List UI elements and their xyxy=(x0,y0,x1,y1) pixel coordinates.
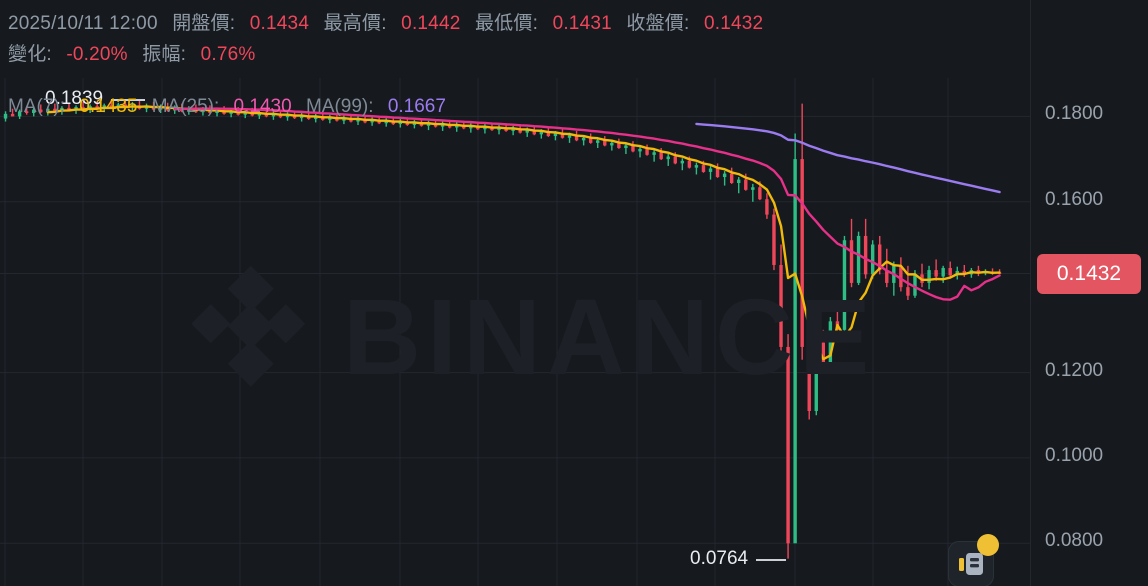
open-label: 開盤價: xyxy=(172,13,236,34)
grid-lines xyxy=(0,78,1030,586)
axis-tick-0: 0.1800 xyxy=(1045,103,1104,124)
period-high-label: 0.1839 xyxy=(45,88,104,109)
ma99-label: MA(99): xyxy=(305,96,374,117)
candlestick-plot[interactable] xyxy=(0,78,1030,586)
ma25-value: 0.1430 xyxy=(233,96,292,117)
candle-series xyxy=(3,99,1002,559)
high-value: 0.1442 xyxy=(401,13,461,34)
ohlc-timestamp: 2025/10/11 12:00 xyxy=(8,13,158,34)
high-label: 最高價: xyxy=(323,13,387,34)
ma-99-line xyxy=(695,122,1001,194)
order-book-icon xyxy=(959,553,983,575)
ma99-value: 0.1667 xyxy=(387,96,446,117)
axis-tick-3: 0.1000 xyxy=(1045,445,1104,466)
axis-tick-1: 0.1600 xyxy=(1045,189,1104,210)
price-axis[interactable]: 0.1800 0.1600 0.1432 0.1200 0.1000 0.080… xyxy=(1030,0,1148,586)
ohlc-row-secondary: 變化: -0.20% 振幅: 0.76% xyxy=(8,39,1018,70)
ma25-label: MA(25): xyxy=(151,96,220,117)
axis-tick-4: 0.0800 xyxy=(1045,530,1104,551)
amplitude-label: 振幅: xyxy=(142,44,187,65)
close-label: 收盤價: xyxy=(626,13,690,34)
change-label: 變化: xyxy=(8,44,52,65)
amplitude-value: 0.76% xyxy=(200,44,256,65)
period-high-dash xyxy=(111,99,145,101)
period-low-dash xyxy=(756,559,786,561)
ohlc-row-primary: 2025/10/11 12:00 開盤價: 0.1434 最高價: 0.1442… xyxy=(8,8,1018,39)
current-price-badge[interactable]: 0.1432 xyxy=(1037,254,1141,294)
axis-tick-2: 0.1200 xyxy=(1045,360,1104,381)
ma7-value: 0.1435 xyxy=(79,96,138,117)
low-value: 0.1431 xyxy=(552,13,612,34)
ma-25-line xyxy=(173,107,1001,301)
low-label: 最低價: xyxy=(474,13,539,34)
ma-7-line xyxy=(46,105,1001,361)
ma7-label: MA(7): xyxy=(8,96,65,117)
notification-badge[interactable] xyxy=(977,534,999,556)
change-value: -0.20% xyxy=(66,44,128,65)
chart-canvas xyxy=(0,78,1030,586)
close-value: 0.1432 xyxy=(703,13,764,34)
ma-legend: MA(7): 0.1435 MA(25): 0.1430 MA(99): 0.1… xyxy=(8,94,446,120)
open-value: 0.1434 xyxy=(249,13,310,34)
ohlc-header: 2025/10/11 12:00 開盤價: 0.1434 最高價: 0.1442… xyxy=(8,8,1018,70)
period-low-label: 0.0764 xyxy=(690,548,749,569)
